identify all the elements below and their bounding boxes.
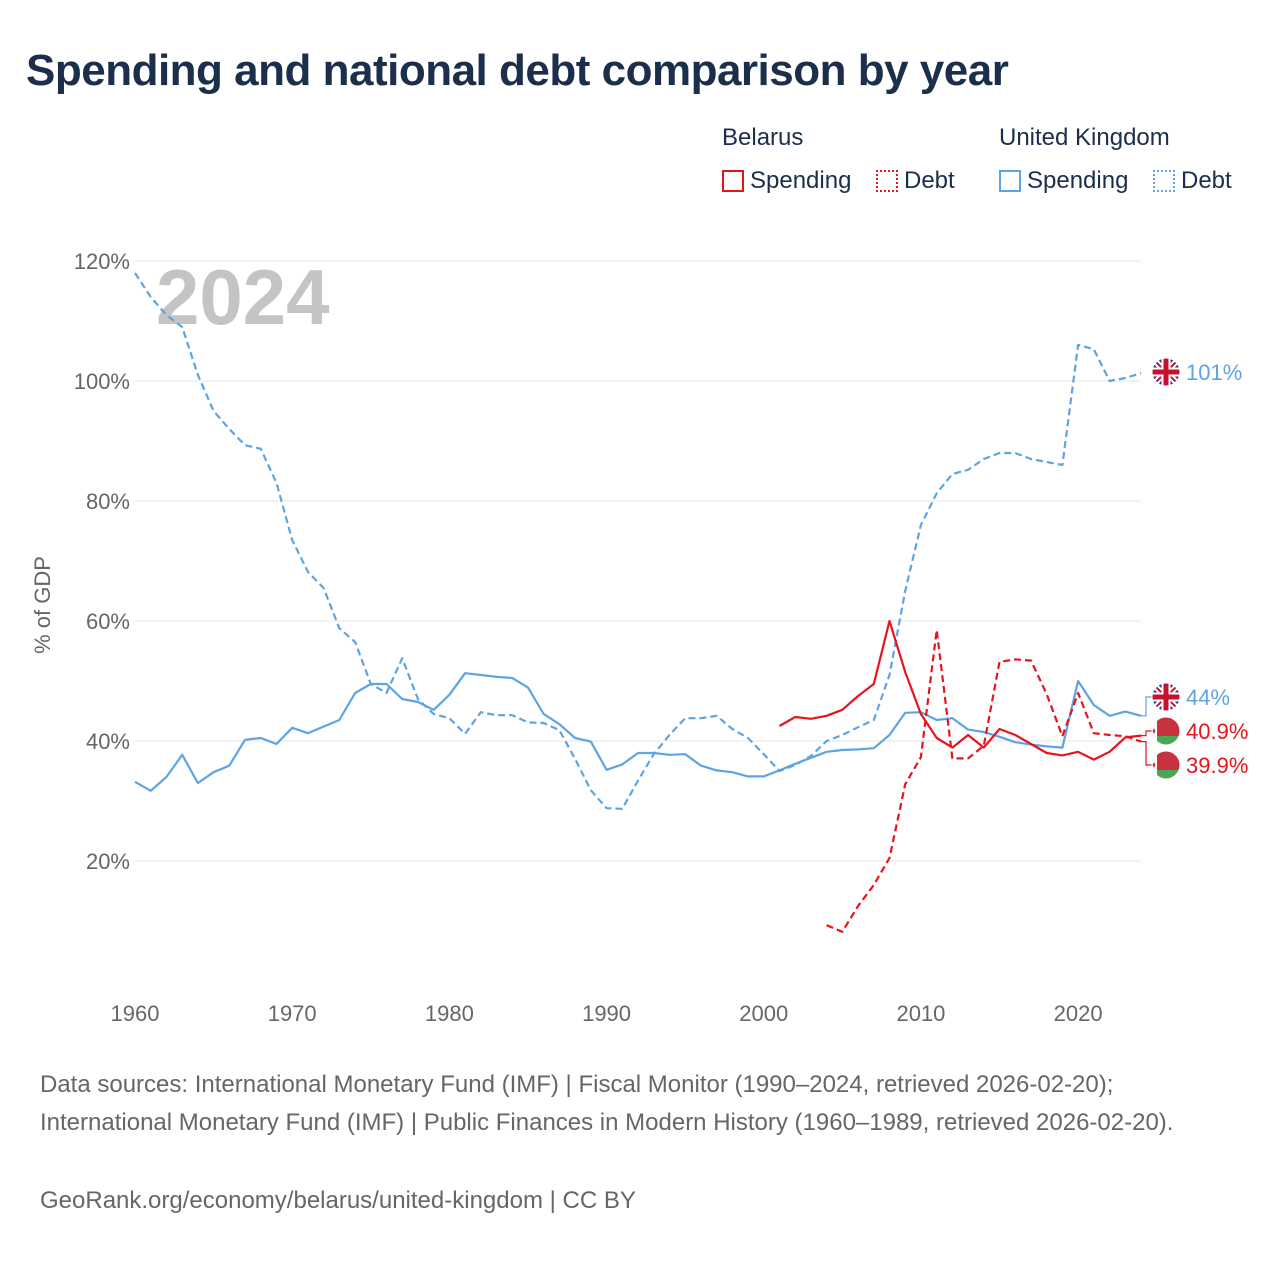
legend-item-belarus-spending[interactable]: Spending — [722, 166, 851, 196]
legend-swatch-solid-icon — [999, 170, 1021, 192]
series-line-belarus-debt[interactable] — [826, 628, 1142, 933]
end-label-value: 101% — [1186, 360, 1242, 385]
grid — [135, 260, 1141, 862]
legend-group-belarus: Belarus — [722, 124, 804, 151]
x-tick-label: 2000 — [739, 1001, 788, 1026]
x-tick-label: 2010 — [896, 1001, 945, 1026]
y-tick-label: 60% — [86, 609, 130, 634]
y-tick-label: 80% — [86, 489, 130, 514]
legend-group-united-kingdom: United Kingdom — [999, 124, 1170, 151]
end-label-value: 40.9% — [1186, 719, 1248, 744]
uk-flag-icon — [1151, 682, 1181, 712]
y-axis: 20% 40% 60% 80% 100% 120% — [74, 249, 130, 874]
legend-label: Debt — [1181, 167, 1232, 194]
flag-outline — [1151, 750, 1181, 780]
y-tick-label: 100% — [74, 369, 130, 394]
uk-flag-icon — [1151, 357, 1181, 387]
x-tick-label: 1960 — [111, 1001, 160, 1026]
series-line-united-kingdom-spending[interactable] — [134, 672, 1142, 792]
end-label-value: 44% — [1186, 685, 1230, 710]
chart-title: Spending and national debt comparison by… — [26, 46, 1009, 95]
end-label-leader — [1141, 740, 1152, 766]
flag-outline — [1151, 716, 1181, 746]
legend-label: Debt — [904, 167, 955, 194]
legend-label: Spending — [1027, 167, 1129, 194]
legend-item-uk-debt[interactable]: Debt — [1153, 166, 1232, 196]
y-tick-label: 120% — [74, 249, 130, 274]
x-tick-label: 2020 — [1054, 1001, 1103, 1026]
legend-swatch-dotted-icon — [1153, 170, 1175, 192]
x-tick-label: 1970 — [268, 1001, 317, 1026]
y-tick-label: 40% — [86, 729, 130, 754]
legend-label: Spending — [750, 167, 852, 194]
x-tick-label: 1990 — [582, 1001, 631, 1026]
line-chart: % of GDP 20%40%60%80%100%120% 1960 1970 19… — [30, 249, 1248, 1026]
x-tick-label: 1980 — [425, 1001, 474, 1026]
y-axis-title: % of GDP — [30, 556, 55, 654]
end-label-value: 39.9% — [1186, 753, 1248, 778]
credit-link[interactable]: GeoRank.org/economy/belarus/united-kingd… — [40, 1187, 636, 1214]
data-sources: Data sources: International Monetary Fun… — [40, 1071, 1174, 1136]
series-line-belarus-spending[interactable] — [778, 619, 1142, 761]
series-line-united-kingdom-debt[interactable] — [134, 272, 1142, 810]
legend-item-uk-spending[interactable]: Spending — [999, 166, 1128, 196]
series-layer — [134, 272, 1142, 933]
x-axis: 1960 1970 1980 1990 2000 2010 2020 — [111, 1001, 1103, 1026]
flag-outline — [1151, 357, 1181, 387]
legend-swatch-solid-icon — [722, 170, 744, 192]
end-labels: 101% 44% 40.9% 39.9% — [1141, 357, 1248, 780]
flag-outline — [1151, 682, 1181, 712]
legend-item-belarus-debt[interactable]: Debt — [876, 166, 955, 196]
belarus-flag-icon — [1151, 750, 1181, 780]
year-watermark: 2024 — [156, 253, 330, 341]
end-label-leader — [1141, 730, 1152, 737]
y-tick-label: 20% — [86, 849, 130, 874]
end-label-leader — [1141, 696, 1152, 717]
legend-swatch-dotted-icon — [876, 170, 898, 192]
belarus-flag-icon — [1151, 716, 1181, 746]
